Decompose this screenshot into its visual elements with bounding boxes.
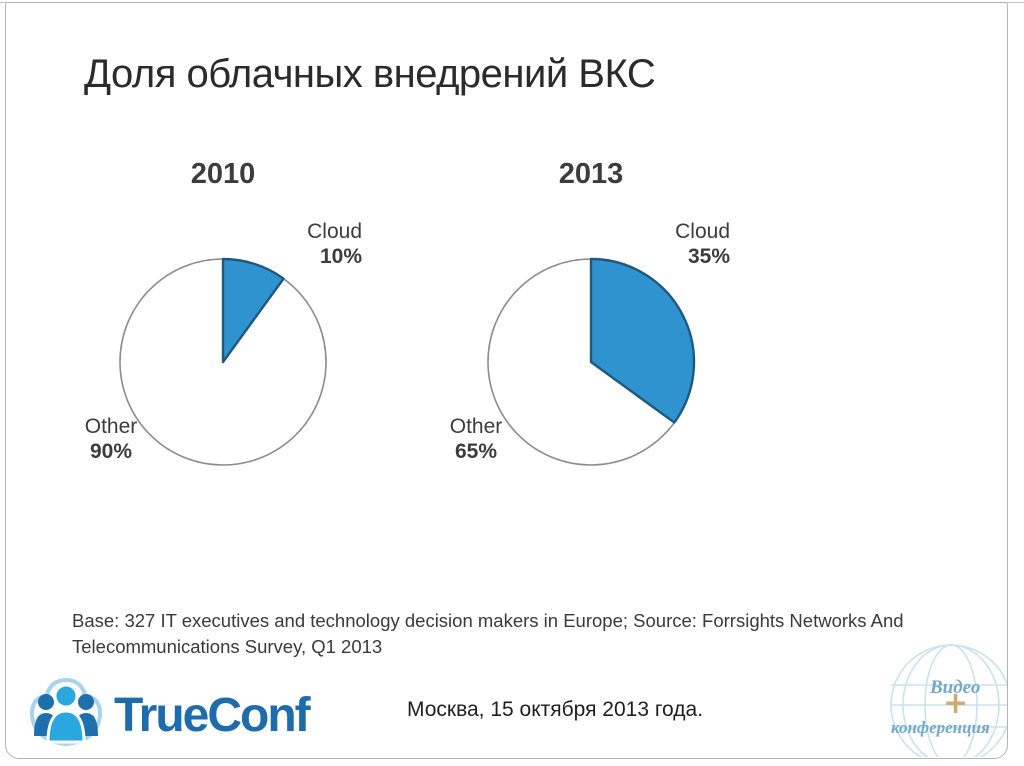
videoconference-watermark: + Видео конференция [885, 633, 1007, 757]
other-label: Other [84, 415, 138, 438]
pie-2010-other-callout: Other 90% [56, 414, 166, 464]
cloud-value: 10% [319, 245, 362, 268]
source-footnote-line1: Base: 327 IT executives and technology d… [72, 610, 904, 631]
watermark-text-video: Видео [929, 677, 980, 698]
pie-chart-2013 [481, 252, 701, 472]
other-label: Other [449, 415, 503, 438]
cloud-label: Cloud [675, 220, 730, 243]
cloud-value: 35% [687, 245, 730, 268]
source-footnote: Base: 327 IT executives and technology d… [72, 608, 992, 660]
trueconf-logo: TrueConf [28, 676, 311, 754]
page-title: Доля облачных внедрений ВКС [84, 52, 656, 96]
pie-2013-cloud-callout: Cloud 35% [620, 219, 730, 269]
pie-2013-svg [487, 257, 696, 466]
footer-date: Москва, 15 октября 2013 года. [406, 698, 704, 721]
pie-2013-other-callout: Other 65% [421, 414, 531, 464]
pie-2013-year-label: 2013 [558, 158, 624, 190]
source-footnote-line2: Telecommunications Survey, Q1 2013 [72, 636, 383, 657]
pie-2010-year-label: 2010 [190, 158, 256, 190]
pie-2010-cloud-callout: Cloud 10% [252, 219, 362, 269]
watermark-plus-icon: + [943, 686, 968, 721]
pie-chart-2010 [113, 252, 333, 472]
watermark-text-conference: конференция [891, 718, 990, 737]
cloud-label: Cloud [307, 220, 362, 243]
other-value: 90% [89, 440, 133, 463]
logo-text: TrueConf [114, 688, 311, 742]
people-icon [29, 678, 103, 747]
other-value: 65% [454, 440, 498, 463]
slide-top-edge [0, 2, 1024, 3]
pie-2010-svg [119, 257, 327, 466]
globe-icon: + Видео конференция [890, 644, 1007, 757]
